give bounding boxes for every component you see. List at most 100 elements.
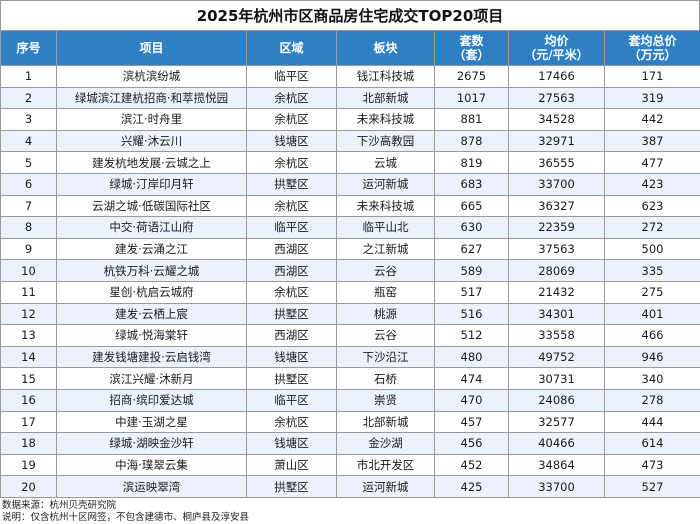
cell-avg-price: 34301 [509,303,605,325]
cell-sector: 下沙沿江 [337,346,435,368]
cell-avg-price: 32577 [509,411,605,433]
cell-project: 星创·杭启云城府 [57,281,247,303]
cell-sector: 市北开发区 [337,454,435,476]
cell-avg-price: 36327 [509,195,605,217]
cell-project: 绿城·悦海棠轩 [57,325,247,347]
footer: 数据来源：杭州贝壳研究院 说明：仅含杭州十区网签，不包含建德市、桐庐县及淳安县 [0,500,700,524]
cell-sector: 未来科技城 [337,109,435,131]
cell-avg-price: 33700 [509,476,605,498]
cell-rank: 9 [1,238,57,260]
cell-avg-price: 22359 [509,217,605,239]
cell-avg-price: 49752 [509,346,605,368]
cell-project: 建发杭地发展·云城之上 [57,152,247,174]
cell-sector: 桃源 [337,303,435,325]
cell-rank: 5 [1,152,57,174]
cell-avg-total: 319 [605,87,700,109]
cell-sector: 云城 [337,152,435,174]
cell-project: 建发钱塘建投·云启钱湾 [57,346,247,368]
cell-avg-price: 24086 [509,389,605,411]
cell-rank: 7 [1,195,57,217]
cell-rank: 13 [1,325,57,347]
cell-district: 临平区 [247,217,337,239]
cell-sector: 钱江科技城 [337,66,435,88]
cell-avg-price: 28069 [509,260,605,282]
cell-rank: 10 [1,260,57,282]
cell-avg-total: 442 [605,109,700,131]
cell-units: 456 [435,433,509,455]
cell-project: 兴耀·沐云川 [57,130,247,152]
cell-rank: 3 [1,109,57,131]
cell-project: 建发·云涌之江 [57,238,247,260]
page: 2025年杭州市区商品房住宅成交TOP20项目 序号项目区域板块套数（套）均价（… [0,0,700,499]
cell-sector: 北部新城 [337,87,435,109]
cell-units: 457 [435,411,509,433]
cell-units: 425 [435,476,509,498]
cell-avg-price: 32971 [509,130,605,152]
col-header-rank: 序号 [1,31,57,66]
cell-sector: 北部新城 [337,411,435,433]
cell-sector: 之江新城 [337,238,435,260]
cell-avg-total: 477 [605,152,700,174]
cell-project: 滨运映翠湾 [57,476,247,498]
cell-rank: 15 [1,368,57,390]
cell-sector: 金沙湖 [337,433,435,455]
cell-units: 2675 [435,66,509,88]
cell-units: 474 [435,368,509,390]
cell-project: 招商·缤印爱达城 [57,389,247,411]
cell-project: 滨江·时舟里 [57,109,247,131]
cell-units: 516 [435,303,509,325]
col-header-units: 套数（套） [435,31,509,66]
cell-units: 480 [435,346,509,368]
footer-note: 说明：仅含杭州十区网签，不包含建德市、桐庐县及淳安县 [2,512,700,524]
col-header-avg-price: 均价（元/平米） [509,31,605,66]
cell-district: 余杭区 [247,281,337,303]
cell-sector: 运河新城 [337,173,435,195]
cell-project: 绿城滨江建杭招商·和萃揽悦园 [57,87,247,109]
cell-avg-total: 500 [605,238,700,260]
cell-rank: 8 [1,217,57,239]
cell-avg-price: 17466 [509,66,605,88]
cell-district: 拱墅区 [247,303,337,325]
cell-sector: 下沙高教园 [337,130,435,152]
cell-district: 西湖区 [247,260,337,282]
cell-units: 683 [435,173,509,195]
cell-rank: 1 [1,66,57,88]
cell-district: 余杭区 [247,109,337,131]
cell-units: 627 [435,238,509,260]
cell-district: 钱塘区 [247,130,337,152]
cell-rank: 17 [1,411,57,433]
cell-rank: 2 [1,87,57,109]
cell-units: 589 [435,260,509,282]
cell-units: 819 [435,152,509,174]
cell-district: 临平区 [247,66,337,88]
cell-avg-total: 272 [605,217,700,239]
cell-units: 470 [435,389,509,411]
cell-district: 余杭区 [247,152,337,174]
cell-avg-price: 21432 [509,281,605,303]
cell-rank: 6 [1,173,57,195]
cell-rank: 12 [1,303,57,325]
cell-district: 余杭区 [247,195,337,217]
cell-project: 中交·荷语江山府 [57,217,247,239]
cell-avg-total: 340 [605,368,700,390]
cell-district: 拱墅区 [247,476,337,498]
cell-district: 余杭区 [247,87,337,109]
cell-avg-price: 34864 [509,454,605,476]
cell-district: 拱墅区 [247,368,337,390]
cell-rank: 18 [1,433,57,455]
cell-avg-total: 275 [605,281,700,303]
cell-avg-total: 527 [605,476,700,498]
cell-district: 余杭区 [247,411,337,433]
cell-avg-total: 623 [605,195,700,217]
cell-avg-price: 30731 [509,368,605,390]
